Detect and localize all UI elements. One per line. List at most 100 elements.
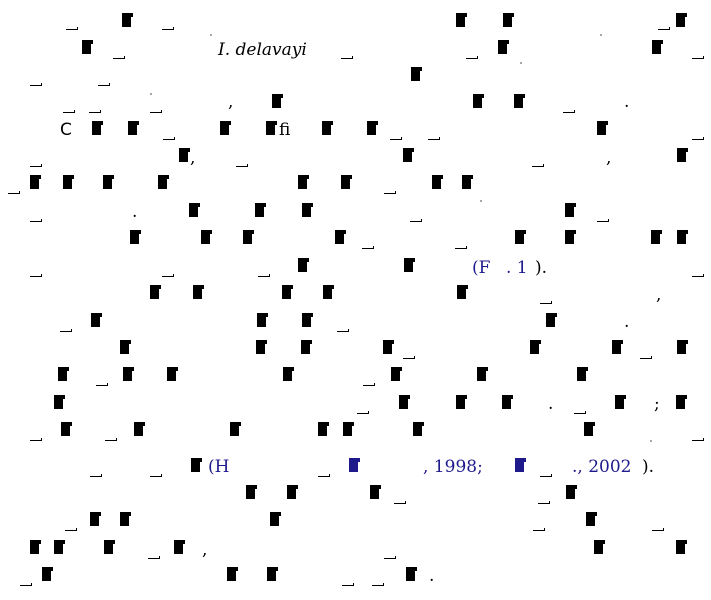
glyph-dash [89, 110, 101, 113]
glyph-block [502, 395, 513, 409]
glyph-block [191, 458, 202, 472]
glyph-block [130, 230, 141, 244]
glyph-dash [30, 219, 42, 222]
glyph-block [676, 13, 687, 27]
glyph-dash [540, 474, 552, 477]
punct-period: . [624, 312, 630, 332]
glyph-block [383, 340, 394, 354]
figure-ref-open[interactable]: (F [472, 258, 491, 278]
glyph-block [103, 175, 114, 189]
glyph-dash [8, 191, 20, 194]
glyph-block [477, 367, 488, 381]
glyph-block [220, 121, 231, 135]
glyph-dash [455, 246, 467, 249]
glyph-block [120, 340, 131, 354]
glyph-block [246, 485, 257, 499]
glyph-block [456, 13, 467, 27]
glyph-block [406, 567, 417, 581]
glyph-dash [403, 356, 415, 359]
glyph-dash [692, 274, 704, 277]
glyph-dash [66, 27, 78, 30]
figure-ref-close: ). [535, 258, 548, 278]
citation-open[interactable]: (H [208, 457, 230, 477]
glyph-dash [532, 164, 544, 167]
glyph-dash [538, 501, 550, 504]
glyph-block [514, 94, 525, 108]
glyph-block [370, 485, 381, 499]
glyph-block [298, 175, 309, 189]
glyph-block [104, 540, 115, 554]
glyph-dash [162, 274, 174, 277]
punct-comma: , [190, 148, 196, 168]
glyph-block-link[interactable] [515, 458, 526, 472]
glyph-dash [540, 301, 552, 304]
glyph-block [652, 40, 663, 54]
glyph-dash [60, 329, 72, 332]
glyph-block [230, 422, 241, 436]
citation-year-1998[interactable]: , 1998; [423, 457, 483, 477]
glyph-block [267, 567, 278, 581]
glyph-block [120, 512, 131, 526]
glyph-block [30, 175, 41, 189]
glyph-block [473, 94, 484, 108]
glyph-dash [652, 528, 664, 531]
glyph-block [257, 313, 268, 327]
glyph-block [677, 340, 688, 354]
glyph-dash [640, 356, 652, 359]
glyph-dot [150, 93, 152, 95]
glyph-dot [600, 34, 602, 36]
glyph-block [677, 230, 688, 244]
glyph-dash [563, 110, 575, 113]
glyph-dash [258, 274, 270, 277]
glyph-block [123, 367, 134, 381]
glyph-block [367, 121, 378, 135]
glyph-block [167, 367, 178, 381]
glyph-dash [466, 56, 478, 59]
glyph-block [82, 40, 93, 54]
glyph-block [565, 203, 576, 217]
punct-semicolon: ; [654, 394, 660, 414]
glyph-block [566, 485, 577, 499]
figure-ref-number[interactable]: . 1 [506, 258, 528, 278]
glyph-dash [384, 556, 396, 559]
glyph-block [30, 540, 41, 554]
glyph-block-link[interactable] [349, 458, 360, 472]
glyph-dash [357, 411, 369, 414]
punct-period: . [132, 202, 138, 222]
glyph-dash [65, 528, 77, 531]
citation-year-2002[interactable]: ., 2002 [572, 457, 632, 477]
glyph-block [282, 285, 293, 299]
glyph-block [676, 540, 687, 554]
glyph-block [546, 313, 557, 327]
glyph-block [287, 485, 298, 499]
glyph-block [577, 367, 588, 381]
glyph-block [391, 367, 402, 381]
glyph-block [158, 175, 169, 189]
glyph-block [318, 422, 329, 436]
glyph-block [193, 285, 204, 299]
glyph-block [54, 395, 65, 409]
glyph-dash [30, 438, 42, 441]
glyph-dash [98, 83, 110, 86]
glyph-dash [150, 474, 162, 477]
glyph-block [63, 175, 74, 189]
glyph-block [677, 148, 688, 162]
glyph-dash [692, 137, 704, 140]
glyph-dash [428, 137, 440, 140]
punct-period: . [548, 394, 554, 414]
glyph-dash [337, 329, 349, 332]
glyph-block [462, 175, 473, 189]
glyph-block [503, 13, 514, 27]
glyph-block [42, 567, 53, 581]
ligature-fi: fi [279, 120, 291, 140]
glyph-dash [410, 219, 422, 222]
glyph-block [150, 285, 161, 299]
glyph-block [343, 422, 354, 436]
glyph-block [341, 175, 352, 189]
glyph-dash [384, 191, 396, 194]
glyph-block [243, 230, 254, 244]
punct-period: . [624, 92, 630, 112]
glyph-block [302, 203, 313, 217]
glyph-block [515, 230, 526, 244]
glyph-dash [30, 274, 42, 277]
